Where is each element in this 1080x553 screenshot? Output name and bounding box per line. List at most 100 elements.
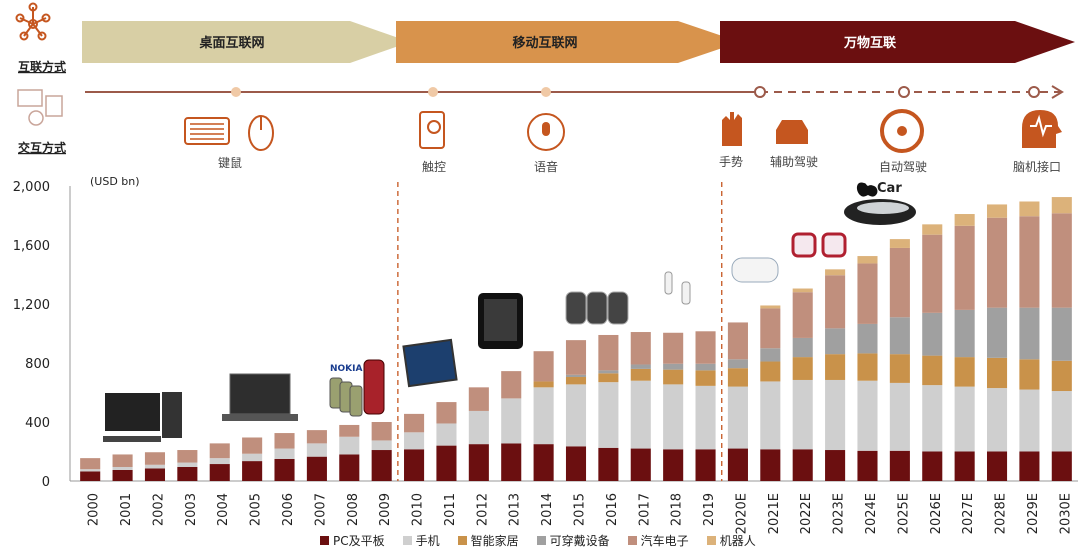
- bar-segment: [598, 370, 619, 374]
- bar-segment: [792, 288, 813, 293]
- bar-segment: [112, 466, 133, 470]
- bar-segment: [1051, 197, 1072, 214]
- x-tick-label: 2023E: [832, 493, 847, 534]
- bar-segment: [112, 469, 133, 481]
- legend-item-wear: 可穿戴设备: [536, 532, 610, 549]
- bar-segment: [857, 323, 878, 354]
- bar-segment: [922, 385, 943, 452]
- x-tick-label: 2007: [313, 493, 328, 526]
- gesture-hand-icon: [722, 112, 742, 146]
- apple-logo-icon: [856, 182, 878, 197]
- x-tick-label: 2001: [119, 493, 134, 526]
- bar-segment: [339, 424, 360, 437]
- x-tick-label: 2008: [346, 493, 361, 526]
- bar-segment: [404, 432, 425, 450]
- bar-segment: [889, 450, 910, 481]
- bar-segment: [792, 292, 813, 338]
- bar-segment: [306, 456, 327, 481]
- touch-finger-icon: [427, 120, 441, 134]
- x-tick-label: 2000: [87, 493, 102, 526]
- nokia-red-phone-illustration: [363, 359, 385, 415]
- bar-segment: [404, 449, 425, 481]
- smartwatch-illustration: [565, 291, 587, 325]
- y-tick-label: 2,000: [13, 180, 50, 195]
- keyboard-icon: [184, 117, 230, 145]
- desktop-monitor-illustration: [105, 393, 160, 431]
- x-tick-label: 2030E: [1058, 493, 1073, 534]
- bar-segment: [695, 370, 716, 386]
- x-tick-label: 2002: [151, 493, 166, 526]
- bar-segment: [825, 328, 846, 355]
- bar-segment: [468, 444, 489, 481]
- x-tick-label: 2024E: [864, 493, 879, 534]
- bar-segment: [436, 402, 457, 424]
- bar-segment: [727, 448, 748, 481]
- bar-segment: [144, 464, 166, 469]
- network-node: [41, 13, 51, 23]
- bar-segment: [533, 387, 554, 445]
- bar-segment: [954, 386, 975, 452]
- bar-segment: [760, 361, 781, 382]
- bar-segment: [565, 374, 587, 378]
- bar-segment: [177, 462, 198, 467]
- bar-segment: [242, 437, 263, 454]
- bar-segment: [371, 450, 392, 481]
- x-tick-label: 2019: [702, 493, 717, 526]
- laptop-base-illustration: [222, 414, 298, 421]
- airpod-right-illustration: [681, 281, 691, 305]
- laptop-illustration: [229, 373, 291, 415]
- x-tick-label: 2010: [411, 493, 426, 526]
- timeline-dot-future: [898, 86, 910, 98]
- bar-segment: [825, 379, 846, 451]
- interaction-icon-tablet: [45, 95, 63, 117]
- bar-segment: [598, 334, 619, 371]
- x-tick-label: 2012: [475, 493, 490, 526]
- timeline-dot-future: [1028, 86, 1040, 98]
- x-tick-label: 2022E: [799, 493, 814, 534]
- interaction-icon: [17, 89, 63, 126]
- bar-segment: [986, 451, 1008, 481]
- bar-segment: [565, 377, 587, 385]
- brain-wave-icon: [1030, 114, 1052, 138]
- nokia-brand-label: NOKIA: [330, 364, 363, 374]
- x-tick-label: 2009: [378, 493, 393, 526]
- x-tick-label: 2017: [637, 493, 652, 526]
- bar-segment: [209, 458, 230, 465]
- bar-segment: [825, 354, 846, 380]
- x-tick-label: 2011: [443, 493, 458, 526]
- desktop-tower-illustration: [162, 392, 182, 438]
- bar-segment: [533, 444, 554, 481]
- y-tick-label: 1,200: [13, 298, 50, 313]
- interaction-label: 自动驾驶: [879, 159, 927, 174]
- steering-hub-icon: [897, 126, 907, 136]
- bar-segment: [857, 380, 878, 451]
- glasses-right-lens-illustration: [821, 232, 847, 258]
- bar-segment: [663, 449, 684, 481]
- bar-segment: [792, 449, 813, 481]
- bar-segment: [404, 413, 425, 433]
- y-tick-label: 0: [42, 475, 50, 490]
- bar-segment: [825, 269, 846, 276]
- bar-segment: [274, 448, 295, 459]
- interaction-label: 语音: [534, 159, 558, 174]
- bar-segment: [306, 430, 327, 444]
- bar-segment: [922, 451, 943, 481]
- bar-segment: [339, 436, 360, 455]
- bar-segment: [533, 381, 554, 388]
- bar-segment: [598, 382, 619, 448]
- era-arrow-desktop: [82, 21, 410, 63]
- x-tick-label: 2014: [540, 493, 555, 526]
- bar-segment: [501, 443, 522, 481]
- nokia-phone-illustration: [349, 385, 363, 417]
- bar-segment: [1051, 307, 1072, 361]
- bar-segment: [144, 452, 166, 465]
- bar-segment: [954, 451, 975, 481]
- bar-segment: [825, 450, 846, 481]
- bar-segment: [792, 357, 813, 380]
- bar-segment: [954, 357, 975, 387]
- bar-segment: [1051, 360, 1072, 392]
- bar-segment: [242, 453, 263, 462]
- bar-segment: [209, 464, 230, 481]
- bar-segment: [760, 305, 781, 309]
